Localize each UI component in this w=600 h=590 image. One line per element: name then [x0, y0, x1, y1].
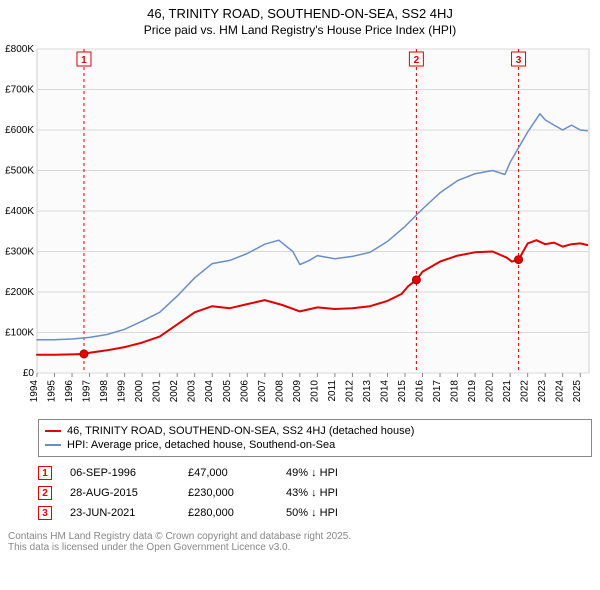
footer-attribution: Contains HM Land Registry data © Crown c… — [8, 531, 592, 553]
footer-line-1: Contains HM Land Registry data © Crown c… — [8, 531, 592, 542]
svg-text:2003: 2003 — [187, 380, 198, 403]
transaction-price: £230,000 — [188, 487, 268, 499]
legend-item: 46, TRINITY ROAD, SOUTHEND-ON-SEA, SS2 4… — [45, 424, 585, 438]
transaction-date: 06-SEP-1996 — [70, 467, 170, 479]
transaction-pct: 50% ↓ HPI — [286, 507, 376, 519]
svg-text:2006: 2006 — [239, 380, 250, 403]
legend-swatch — [45, 444, 61, 446]
svg-text:1997: 1997 — [82, 380, 93, 403]
transaction-date: 28-AUG-2015 — [70, 487, 170, 499]
svg-text:2016: 2016 — [415, 380, 426, 403]
svg-text:1994: 1994 — [29, 380, 40, 403]
svg-text:2011: 2011 — [327, 380, 338, 402]
svg-text:2021: 2021 — [502, 380, 513, 403]
svg-text:2024: 2024 — [555, 380, 566, 403]
svg-text:2025: 2025 — [572, 380, 583, 403]
chart-subtitle: Price paid vs. HM Land Registry's House … — [4, 23, 596, 37]
svg-text:1999: 1999 — [117, 380, 128, 403]
svg-text:£300K: £300K — [5, 247, 34, 258]
transaction-row: 3 23-JUN-2021 £280,000 50% ↓ HPI — [38, 503, 592, 523]
title-block: 46, TRINITY ROAD, SOUTHEND-ON-SEA, SS2 4… — [0, 0, 600, 39]
svg-text:£500K: £500K — [5, 166, 34, 177]
svg-text:£400K: £400K — [5, 206, 34, 217]
svg-text:£100K: £100K — [5, 328, 34, 339]
svg-text:2000: 2000 — [134, 380, 145, 403]
svg-text:3: 3 — [516, 55, 522, 66]
svg-text:2009: 2009 — [292, 380, 303, 403]
transaction-date: 23-JUN-2021 — [70, 507, 170, 519]
transactions-table: 1 06-SEP-1996 £47,000 49% ↓ HPI 2 28-AUG-2015… — [38, 463, 592, 523]
svg-text:£600K: £600K — [5, 125, 34, 136]
svg-text:1995: 1995 — [47, 380, 58, 403]
transaction-pct: 49% ↓ HPI — [286, 467, 376, 479]
svg-text:2022: 2022 — [520, 380, 531, 403]
legend-swatch — [45, 430, 61, 432]
chart-area: £0 £100K £200K £300K £400K £500K £600K £700K £80… — [1, 39, 599, 415]
svg-text:1: 1 — [81, 55, 87, 66]
svg-text:£700K: £700K — [5, 85, 34, 96]
transaction-badge: 3 — [38, 506, 52, 520]
svg-text:2008: 2008 — [274, 380, 285, 403]
svg-text:2005: 2005 — [222, 380, 233, 403]
svg-text:1996: 1996 — [64, 380, 75, 403]
svg-text:£200K: £200K — [5, 287, 34, 298]
transaction-badge: 1 — [38, 466, 52, 480]
svg-text:2019: 2019 — [467, 380, 478, 403]
legend: 46, TRINITY ROAD, SOUTHEND-ON-SEA, SS2 4… — [38, 419, 592, 457]
svg-text:2007: 2007 — [257, 380, 268, 403]
svg-text:2015: 2015 — [397, 380, 408, 403]
svg-text:2002: 2002 — [169, 380, 180, 403]
svg-text:£800K: £800K — [5, 44, 34, 55]
line-chart-svg: £0 £100K £200K £300K £400K £500K £600K £700K £80… — [1, 39, 599, 415]
legend-label: 46, TRINITY ROAD, SOUTHEND-ON-SEA, SS2 4… — [67, 425, 414, 437]
svg-text:2013: 2013 — [362, 380, 373, 403]
transaction-price: £280,000 — [188, 507, 268, 519]
chart-title: 46, TRINITY ROAD, SOUTHEND-ON-SEA, SS2 4… — [4, 6, 596, 21]
transaction-row: 1 06-SEP-1996 £47,000 49% ↓ HPI — [38, 463, 592, 483]
svg-text:2023: 2023 — [537, 380, 548, 403]
svg-text:2014: 2014 — [379, 380, 390, 403]
svg-text:2004: 2004 — [204, 380, 215, 403]
transaction-badge: 2 — [38, 486, 52, 500]
svg-text:£0: £0 — [23, 368, 35, 379]
transaction-price: £47,000 — [188, 467, 268, 479]
svg-text:2018: 2018 — [450, 380, 461, 403]
svg-text:2017: 2017 — [432, 380, 443, 403]
svg-text:2020: 2020 — [485, 380, 496, 403]
transaction-row: 2 28-AUG-2015 £230,000 43% ↓ HPI — [38, 483, 592, 503]
legend-label: HPI: Average price, detached house, Sout… — [67, 439, 335, 451]
legend-item: HPI: Average price, detached house, Sout… — [45, 438, 585, 452]
svg-text:2: 2 — [414, 55, 420, 66]
chart-container: { "title": "46, TRINITY ROAD, SOUTHEND-O… — [0, 0, 600, 553]
svg-text:2010: 2010 — [309, 380, 320, 403]
svg-text:2012: 2012 — [344, 380, 355, 403]
footer-line-2: This data is licensed under the Open Gov… — [8, 542, 592, 553]
svg-text:1998: 1998 — [99, 380, 110, 403]
svg-text:2001: 2001 — [152, 380, 163, 403]
transaction-pct: 43% ↓ HPI — [286, 487, 376, 499]
